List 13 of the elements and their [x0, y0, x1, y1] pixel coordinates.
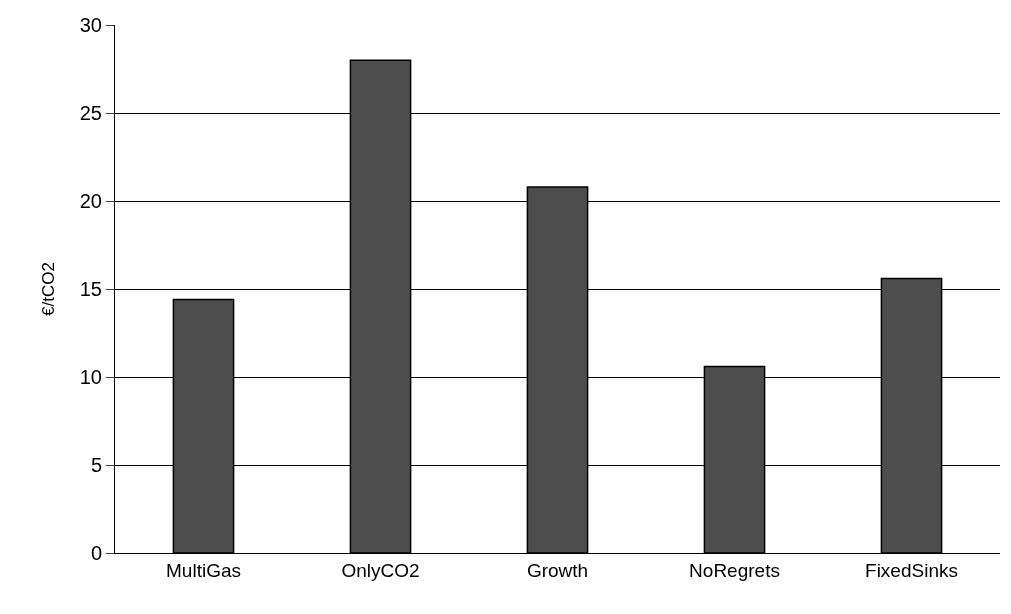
- y-tick-label: 10: [79, 366, 102, 388]
- y-axis-title: €/tCO2: [39, 262, 59, 316]
- y-tick-label: 25: [79, 102, 102, 124]
- x-tick-label: OnlyCO2: [341, 559, 420, 581]
- x-tick-label: FixedSinks: [865, 559, 958, 581]
- y-tick-label: 0: [90, 542, 102, 564]
- y-tick-label: 20: [79, 190, 102, 212]
- x-tick-label: MultiGas: [166, 559, 241, 581]
- x-tick-label: NoRegrets: [689, 559, 780, 581]
- y-tick-label: 30: [79, 14, 102, 36]
- y-tick-label: 15: [79, 278, 102, 300]
- x-tick-label: Growth: [526, 559, 589, 581]
- y-tick-label: 5: [90, 454, 102, 476]
